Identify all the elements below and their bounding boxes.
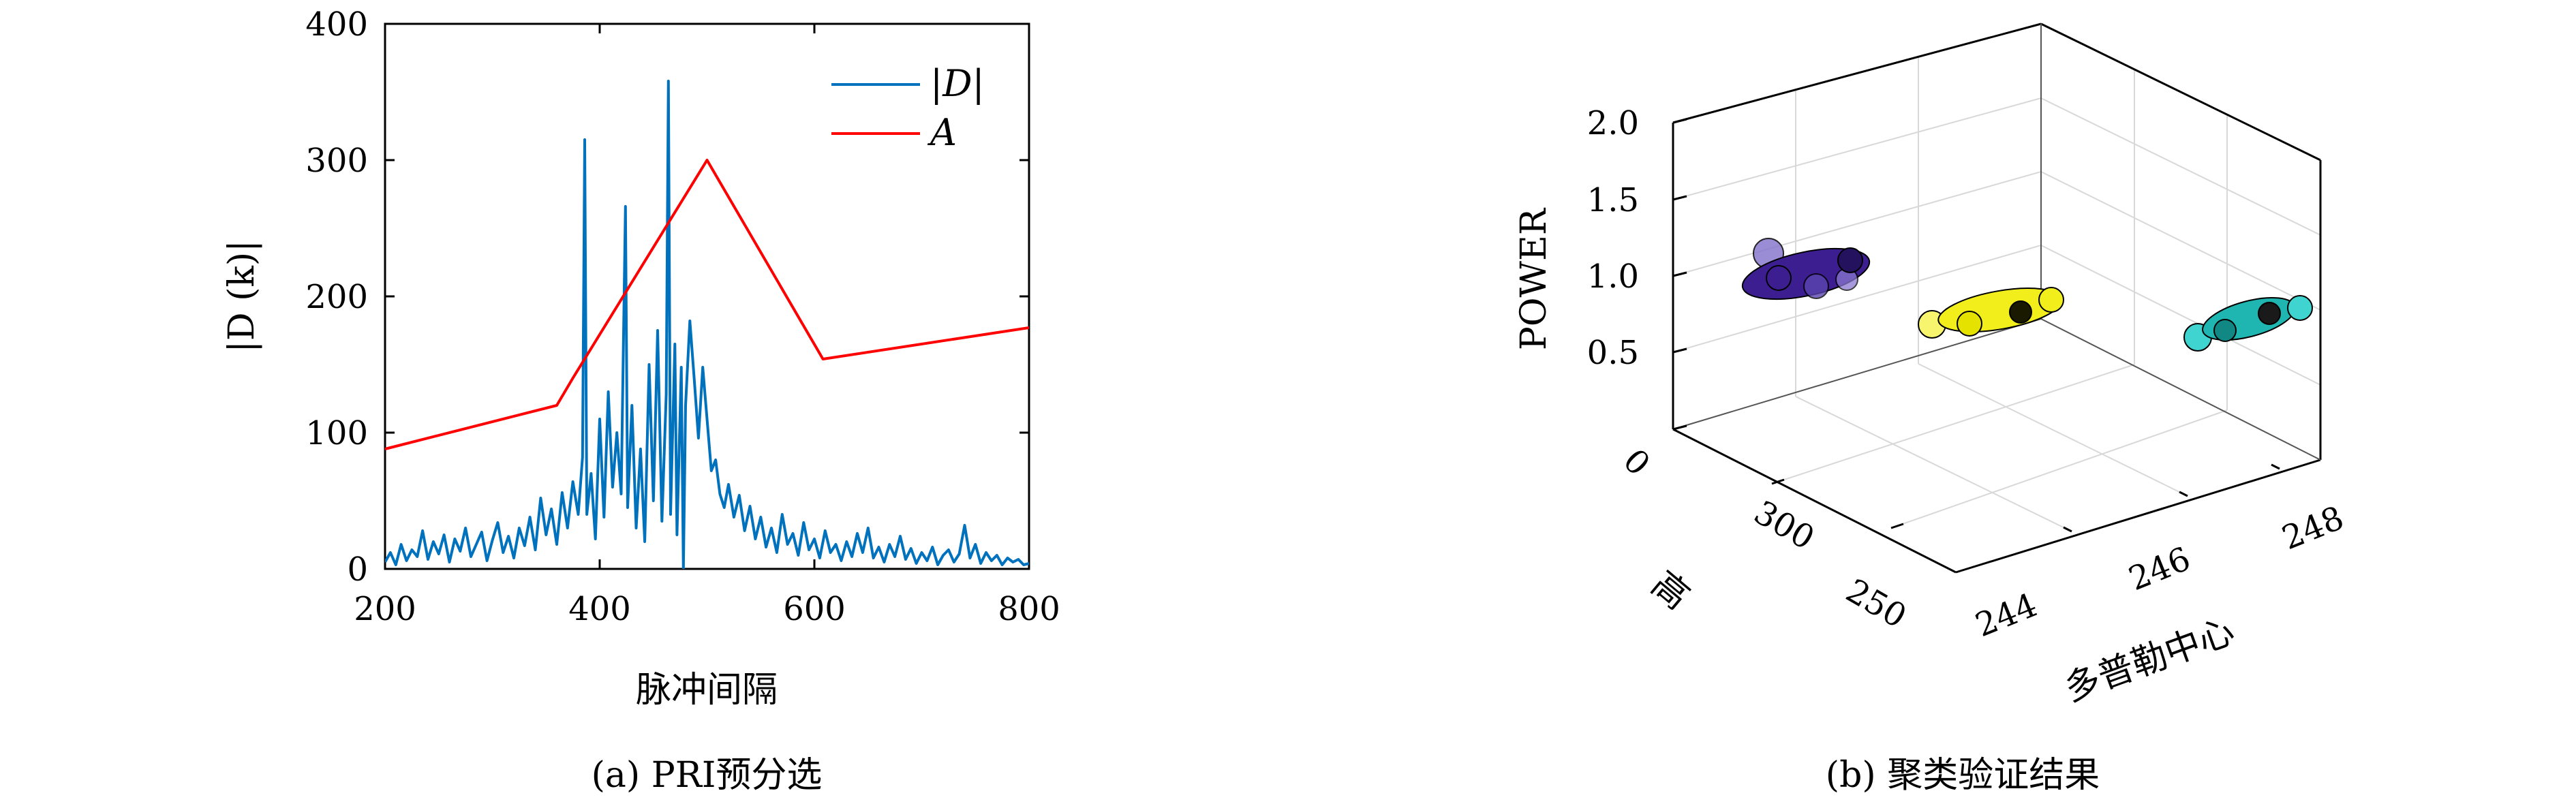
cluster-purple-point: [1837, 247, 1863, 273]
chart-a-caption: (a) PRI预分选: [592, 755, 823, 796]
chart-b-xtick-248: 248: [2277, 499, 2349, 557]
cluster-purple-point: [1803, 273, 1829, 299]
chart-b-box: [1672, 22, 2322, 574]
chart-a-legend: |D| A: [831, 62, 985, 154]
chart-b-ztick-1-5: 1.5: [1587, 181, 1639, 219]
chart-a-ytick-label: 0: [347, 551, 368, 589]
chart-a-tick-labels: 200 400 600 800 0 100 200 300 400: [305, 5, 1060, 628]
cluster-purple-point: [1766, 265, 1792, 291]
chart-b-ztick-1-0: 1.0: [1587, 258, 1639, 296]
chart-b-ztick-2-0: 2.0: [1587, 104, 1639, 142]
chart-b-ylabel: 高: [1644, 563, 1697, 617]
chart-a-xtick-label: 800: [998, 590, 1060, 628]
chart-a-xtick-label: 200: [354, 590, 416, 628]
chart-b-ytick-300: 300: [1747, 493, 1820, 557]
chart-a-series: [385, 80, 1029, 569]
chart-b-tick-marks: [1672, 118, 2280, 533]
chart-b-xlabel: 多普勒中心: [2059, 610, 2240, 709]
chart-b: 2.0 1.5 1.0 0.5 0 300 250 244 246 248 PO…: [1514, 22, 2349, 796]
chart-b-grid: [1672, 57, 2321, 532]
legend-label-d: |D|: [930, 62, 985, 105]
chart-b-ztick-0-5: 0.5: [1587, 334, 1639, 372]
cluster-yellow-point: [2038, 287, 2064, 313]
cluster-teal-point: [2213, 319, 2237, 342]
chart-b-caption: (b) 聚类验证结果: [1826, 755, 2100, 796]
chart-a-ytick-label: 300: [305, 142, 368, 180]
chart-b-back-wall-left: [1673, 24, 2041, 429]
chart-b-inner-edges: [1672, 24, 2321, 461]
chart-a-ylabel: |D (k)|: [221, 240, 262, 352]
cluster-teal: [2183, 295, 2313, 352]
chart-b-back-wall-right: [2041, 24, 2320, 460]
chart-a-plot-area: [384, 22, 1030, 570]
cluster-yellow-point: [1957, 311, 1982, 337]
chart-a-series-a: [385, 159, 1029, 450]
chart-a-ytick-label: 400: [305, 5, 368, 44]
chart-b-xtick-246: 246: [2123, 540, 2196, 598]
chart-a-ytick-label: 200: [305, 278, 368, 316]
cluster-purple: [1741, 238, 1871, 300]
legend-label-a: A: [927, 111, 957, 154]
chart-a-series-d: [385, 80, 1029, 569]
chart-a-xlabel: 脉冲间隔: [636, 670, 778, 711]
chart-b-zlabel: POWER: [1514, 207, 1554, 350]
cluster-yellow-point: [2009, 300, 2032, 324]
cluster-yellow: [1918, 287, 2064, 339]
cluster-teal-point: [2287, 295, 2313, 321]
chart-a-xtick-label: 600: [783, 590, 846, 628]
chart-a: 200 400 600 800 0 100 200 300 400 |D (k)| 脉冲间隔 |…: [221, 5, 1060, 796]
cluster-teal-point: [2258, 302, 2281, 325]
chart-b-ztick-0: 0: [1616, 441, 1657, 483]
chart-b-ytick-250: 250: [1839, 572, 1912, 636]
chart-a-xtick-label: 400: [568, 590, 631, 628]
chart-a-ticks: [384, 22, 1030, 570]
chart-b-xtick-244: 244: [1970, 586, 2042, 645]
chart-a-ytick-label: 100: [305, 414, 368, 452]
